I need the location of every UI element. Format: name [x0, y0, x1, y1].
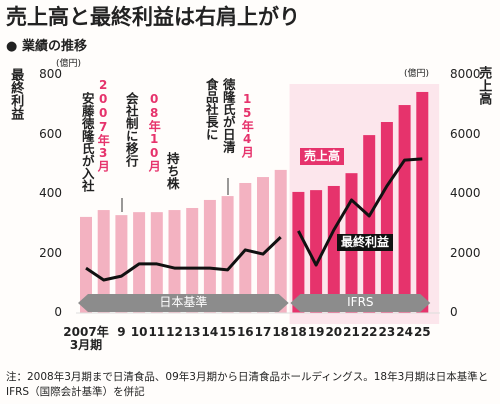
annotation-text: 徳隆氏が日清: [220, 78, 236, 153]
subtitle-bullet: ●: [6, 39, 18, 54]
annotation-text: 会社制に移行: [123, 92, 139, 167]
x-tick-label: 15: [219, 325, 236, 339]
x-tick-label: 17: [254, 325, 272, 339]
line: [297, 157, 423, 267]
y-tick-label: 200: [39, 245, 62, 260]
y2-tick-label: 4000: [450, 186, 481, 200]
x-tick-label: 18: [290, 325, 307, 339]
x-tick-label: 23: [378, 325, 396, 339]
bar: [186, 207, 199, 313]
x-tick-label: 10: [130, 325, 148, 339]
bar: [398, 105, 411, 313]
bar: [416, 91, 429, 314]
annotation-date: 2007年3月: [96, 78, 111, 172]
bar: [380, 122, 393, 313]
annotation-date: 08年10月: [147, 92, 162, 172]
x-tick-label: 18: [272, 325, 290, 339]
x-tick-label: 24: [396, 325, 413, 339]
bar: [80, 216, 92, 313]
y-axis-unit: (億円): [56, 59, 82, 69]
y-axis-label: 最終利益: [8, 68, 24, 120]
y-tick-label: 400: [39, 186, 62, 200]
note: 注：2008年3月期まで日清食品、09年3月期から日清食品ホールディングス。18…: [6, 371, 489, 399]
x-tick-label: 19: [307, 325, 325, 339]
annotation-text: 食品社長に: [203, 78, 219, 141]
y2-tick-label: 0: [450, 305, 458, 319]
x-tick-label: 16: [236, 325, 254, 339]
x-tick-label: 14: [201, 325, 219, 339]
line: [85, 236, 282, 282]
annotation-text: 安藤徳隆氏が入社: [79, 92, 95, 192]
y2-axis-unit: (億円): [404, 69, 430, 79]
x-tick-label: 2007年 3月期: [63, 325, 109, 353]
series-label: 最終利益: [337, 234, 394, 252]
annotation-date: 15年4月: [240, 92, 255, 158]
x-tick-label: 13: [183, 325, 201, 339]
bar: [97, 210, 110, 313]
bar: [221, 196, 234, 313]
y-tick-label: 0: [54, 305, 62, 319]
series-label: 売上高: [300, 148, 345, 166]
bar: [115, 215, 128, 313]
bar: [327, 185, 340, 313]
bar: [274, 169, 287, 313]
x-tick-label: 11: [148, 325, 166, 339]
annotation-text: 持ち株: [164, 152, 180, 190]
bar: [257, 177, 269, 313]
standard-arrow: [78, 294, 289, 312]
x-tick-label: 22: [360, 325, 378, 339]
bar: [363, 135, 376, 313]
bar: [168, 210, 181, 313]
subtitle: 業績の推移: [22, 39, 88, 54]
y2-tick-label: 2000: [450, 245, 481, 260]
standard-label: 日本基準: [159, 295, 208, 309]
title: 売上高と最終利益は右肩上がり: [6, 5, 300, 29]
y2-tick-label: 8000: [450, 67, 481, 81]
x-tick-label: 20: [325, 325, 343, 339]
x-tick-label: 21: [343, 325, 360, 339]
bar: [292, 191, 305, 313]
x-tick-label: 25: [413, 325, 431, 339]
x-tick-label: 12: [166, 325, 183, 339]
standard-label: IFRS: [347, 295, 374, 309]
y-tick-label: 600: [39, 126, 62, 141]
bar: [203, 199, 216, 313]
x-tick-label: 9: [117, 325, 126, 339]
y-tick-label: 800: [39, 67, 62, 81]
y2-tick-label: 6000: [450, 126, 481, 141]
bar: [239, 182, 252, 313]
y2-axis-label: 売上高: [476, 66, 492, 105]
bar: [310, 190, 323, 313]
standard-arrow: [290, 294, 431, 312]
